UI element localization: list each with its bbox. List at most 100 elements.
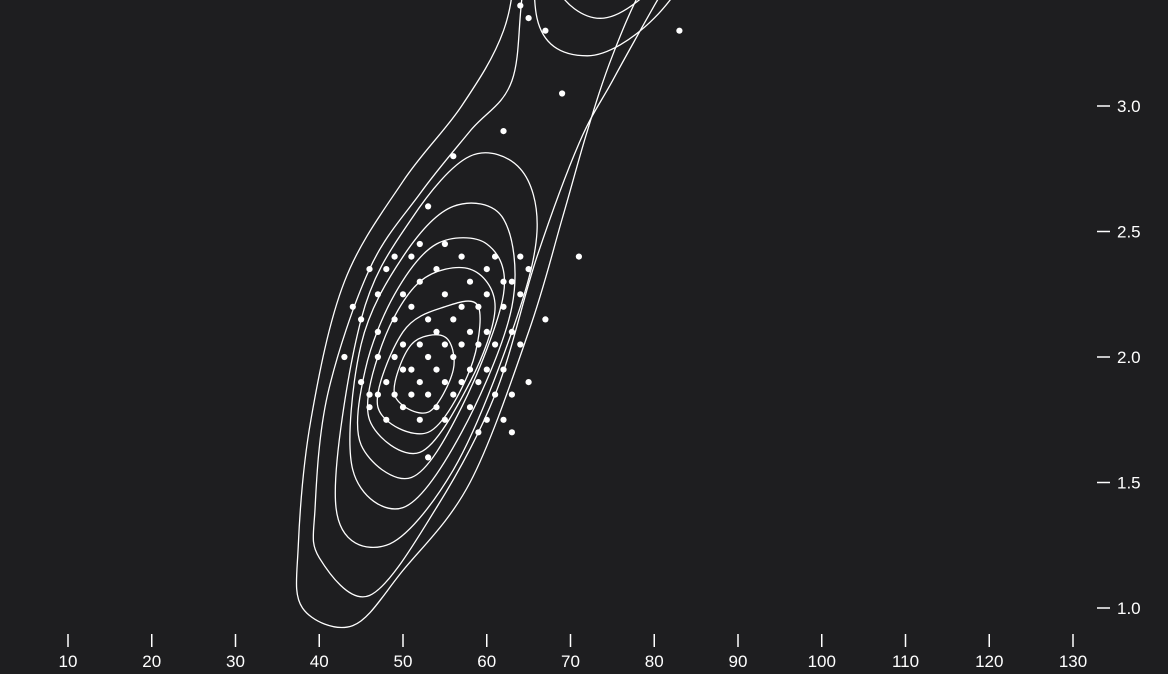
data-point [441, 341, 448, 348]
data-point [399, 404, 407, 411]
data-point [441, 240, 448, 248]
x-tick-label: 100 [808, 652, 836, 671]
data-point [475, 341, 482, 348]
data-point [416, 278, 423, 285]
data-point [425, 203, 432, 210]
y-tick-label: 1.5 [1117, 474, 1141, 493]
x-tick-label: 70 [561, 652, 580, 671]
data-point [366, 266, 373, 273]
x-axis: 10 20 30 40 50 60 70 80 90 100 110 120 130 [59, 634, 1087, 671]
data-point [358, 379, 365, 386]
data-point [466, 404, 474, 411]
data-point [425, 316, 432, 323]
data-point [425, 353, 432, 361]
data-point [441, 291, 448, 298]
data-point [408, 303, 415, 310]
y-tick-label: 2.0 [1117, 348, 1141, 367]
data-point [508, 391, 515, 398]
data-point [408, 253, 415, 260]
data-point [358, 316, 365, 323]
data-point [525, 15, 532, 22]
data-point [492, 391, 499, 398]
contour-line [312, 0, 659, 598]
x-tick-label: 30 [226, 652, 245, 671]
data-point [500, 278, 507, 285]
data-point [525, 266, 532, 273]
data-point [500, 128, 507, 135]
data-point [483, 416, 490, 423]
data-point [508, 429, 515, 436]
data-point [575, 253, 583, 260]
data-point [542, 316, 549, 323]
data-point [475, 303, 482, 310]
data-point [341, 353, 348, 361]
data-point [483, 266, 490, 273]
data-point [450, 391, 457, 398]
data-point [475, 379, 482, 386]
data-point [383, 416, 390, 423]
data-point [391, 316, 398, 323]
data-point [508, 278, 515, 285]
data-point [508, 328, 515, 335]
data-point [559, 90, 566, 97]
data-point [399, 341, 407, 348]
contour-line [295, 0, 637, 628]
data-point [441, 379, 448, 386]
data-point [466, 366, 474, 373]
data-point [458, 341, 465, 348]
data-point [450, 353, 457, 361]
data-point [517, 253, 524, 260]
data-point [433, 404, 440, 411]
data-point [483, 291, 490, 298]
data-point [458, 303, 465, 310]
contour-line [534, 0, 671, 57]
data-point [500, 416, 507, 423]
data-point [458, 253, 465, 260]
data-point [525, 379, 532, 386]
data-point [475, 429, 482, 436]
data-point [433, 328, 440, 335]
data-point [458, 379, 465, 386]
data-point [416, 240, 423, 248]
x-tick-label: 50 [394, 652, 413, 671]
data-point [416, 416, 423, 423]
data-point [483, 366, 490, 373]
data-point [500, 303, 507, 310]
data-point [416, 379, 423, 386]
contour-line [334, 152, 538, 549]
contour-line [366, 266, 496, 455]
data-point [676, 27, 683, 34]
x-tick-label: 40 [310, 652, 329, 671]
x-tick-label: 120 [975, 652, 1003, 671]
data-point [408, 366, 415, 373]
y-tick-label: 2.5 [1117, 223, 1141, 242]
data-point [383, 266, 390, 273]
data-point [391, 391, 398, 398]
data-point [441, 416, 448, 423]
x-tick-label: 90 [729, 652, 748, 671]
data-point [349, 303, 356, 310]
data-point [391, 353, 398, 361]
y-tick-label: 1.0 [1117, 599, 1141, 618]
data-point [542, 27, 549, 34]
scatter-points [341, 2, 683, 461]
data-point [517, 2, 524, 9]
data-point [425, 391, 432, 398]
data-point [399, 291, 407, 298]
data-point [483, 328, 490, 335]
data-point [391, 253, 398, 260]
x-tick-label: 130 [1059, 652, 1087, 671]
data-point [450, 153, 457, 160]
data-point [408, 391, 415, 398]
data-point [416, 341, 423, 348]
data-point [374, 391, 381, 398]
y-tick-label: 3.0 [1117, 97, 1141, 116]
data-point [383, 379, 390, 386]
x-tick-label: 110 [892, 652, 919, 671]
x-tick-label: 60 [477, 652, 496, 671]
y-axis: 1.01.52.02.53.03.54.04.55.05.5 [1097, 97, 1141, 618]
contour-line [356, 237, 506, 480]
data-point [374, 291, 381, 298]
